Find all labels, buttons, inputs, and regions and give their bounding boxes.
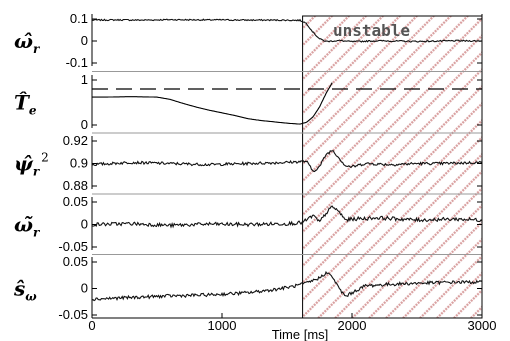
- y-tick-label: 0: [81, 117, 88, 132]
- series-line-omega_r_hat-0: [91, 18, 483, 43]
- panel-s_omega_hat: 0.05 0 -0.05 ŝω: [13, 254, 483, 322]
- y-tick-label: 0.9: [70, 156, 88, 171]
- series-line-T_e_hat-0: [92, 82, 333, 125]
- y-axis-label: ψ̂r2: [14, 151, 49, 179]
- y-tick-label: 0.05: [63, 194, 88, 209]
- series-line-s_omega_hat-0: [91, 270, 483, 302]
- y-axis-label-superscript: 2: [41, 151, 49, 165]
- y-axis-label: ω̂r: [14, 29, 41, 56]
- y-axis-label-subscript: r: [33, 42, 41, 56]
- panel-psi_r_hat_sq: 0.92 0.9 0.88 ψ̂r2: [14, 133, 483, 195]
- y-tick-label: 0: [81, 33, 88, 48]
- x-tick-label: 0: [88, 318, 95, 333]
- y-axis-label-subscript: r: [33, 165, 41, 179]
- x-tick-label: 2000: [338, 318, 367, 333]
- y-axis-label-subscript: ω: [25, 290, 37, 304]
- x-tick-label: 1000: [208, 318, 237, 333]
- unstable-region: [302, 15, 483, 319]
- x-axis-label: Time [ms]: [272, 327, 329, 341]
- y-axis-label: ω̃r: [14, 213, 41, 240]
- y-tick-label: 1: [81, 72, 88, 87]
- x-axis: 0 1000 2000 3000: [88, 14, 496, 333]
- y-tick-label: -0.05: [58, 307, 88, 322]
- x-tick-label: 3000: [468, 318, 497, 333]
- y-tick-label: 0: [81, 217, 88, 232]
- y-tick-label: 0.05: [63, 254, 88, 269]
- y-tick-label: -0.1: [66, 55, 88, 70]
- panel-omega_r_tilde: 0.05 0 -0.05 ω̃r: [14, 194, 483, 255]
- y-tick-label: 0.92: [63, 133, 88, 148]
- y-tick-label: 0.1: [70, 11, 88, 26]
- y-tick-label: -0.05: [58, 239, 88, 254]
- y-axis-label: T̂e: [14, 91, 37, 118]
- y-axis-label-subscript: e: [29, 104, 37, 118]
- y-axis-label: ŝω: [13, 277, 37, 304]
- unstable-annotation: unstable: [333, 21, 410, 40]
- y-axis-label-subscript: r: [33, 226, 41, 240]
- y-tick-label: 0: [81, 281, 88, 296]
- y-tick-label: 0.88: [63, 178, 88, 193]
- panel-T_e_hat: 1 0 T̂e: [14, 72, 482, 134]
- series-line-omega_r_tilde-0: [91, 205, 483, 229]
- series-line-psi_r_hat_sq-0: [91, 150, 483, 173]
